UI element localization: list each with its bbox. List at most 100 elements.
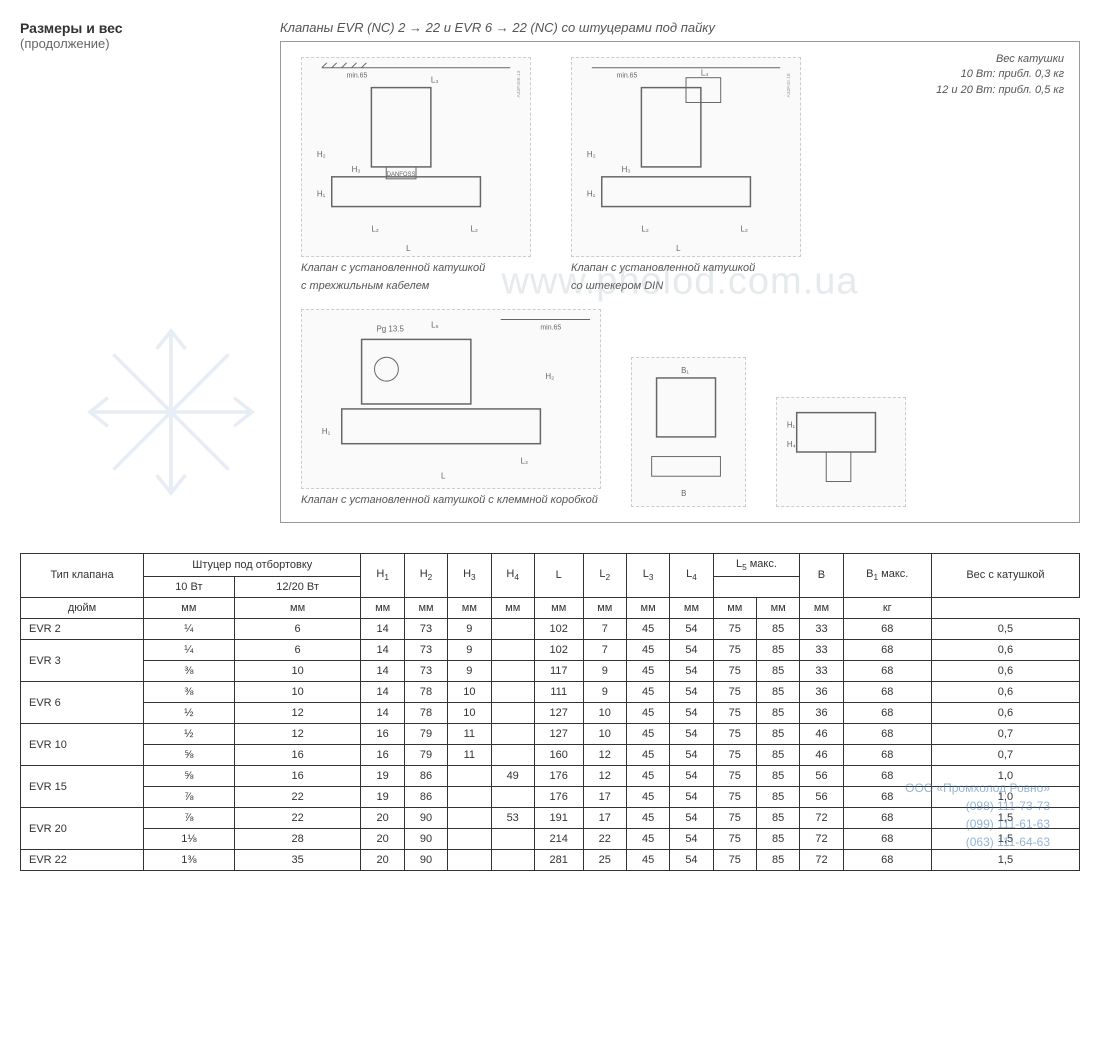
cell: 0,6 (931, 682, 1079, 703)
svg-text:L₂: L₂ (371, 224, 378, 233)
cell: 85 (756, 661, 799, 682)
weight-line1: 10 Вт: прибл. 0,3 кг (936, 67, 1064, 82)
cell: 14 (361, 619, 404, 640)
cell: 68 (843, 640, 931, 661)
cell: ⅝ (144, 766, 235, 787)
diagram-2-caption-1: Клапан с установленной катушкой (571, 261, 755, 275)
cell-type: EVR 15 (21, 766, 144, 808)
cell: ⅞ (144, 808, 235, 829)
svg-text:H₃: H₃ (352, 165, 361, 174)
cell: 0,7 (931, 745, 1079, 766)
th-l3: L3 (626, 553, 669, 597)
cell: 10 (583, 703, 626, 724)
svg-text:H₂: H₂ (545, 372, 554, 381)
cell: 85 (756, 682, 799, 703)
cell (491, 661, 534, 682)
cell: 68 (843, 829, 931, 850)
cell: 75 (713, 829, 756, 850)
section-title: Клапаны EVR (NC) 2 → 22 и EVR 6 → 22 (NC… (280, 20, 1080, 35)
cell: 111 (534, 682, 583, 703)
cell: 53 (491, 808, 534, 829)
table-row: ⅜101473911794554758533680,6 (21, 661, 1080, 682)
cell: 127 (534, 724, 583, 745)
cell: 0,6 (931, 640, 1079, 661)
cell: 75 (713, 850, 756, 871)
cell: 11 (448, 724, 491, 745)
diagram-1-caption-2: с трехжильным кабелем (301, 279, 429, 293)
cell: 49 (491, 766, 534, 787)
th-unit-mm-5: мм (448, 598, 491, 619)
th-unit-mm-7: мм (534, 598, 583, 619)
cell: 33 (800, 640, 843, 661)
svg-text:H₂: H₂ (317, 150, 326, 159)
th-b: B (800, 553, 843, 597)
th-l2: L2 (583, 553, 626, 597)
svg-text:Pg 13.5: Pg 13.5 (377, 324, 405, 333)
cell: 10 (583, 724, 626, 745)
cell: 14 (361, 703, 404, 724)
cell: 45 (626, 703, 669, 724)
cell: 1,5 (931, 850, 1079, 871)
th-unit-mm-11: мм (713, 598, 756, 619)
cell: 102 (534, 619, 583, 640)
cell: 19 (361, 787, 404, 808)
cell: 281 (534, 850, 583, 871)
cell: 54 (670, 619, 713, 640)
diagrams-row-2: Pg 13.5 L₅ H₁ H₂ L₂ L min.65 Клапан с ус… (301, 309, 1059, 507)
table-body: EVR 2¼61473910274554758533680,5EVR 3¼614… (21, 619, 1080, 871)
cell: ⅜ (144, 661, 235, 682)
table-row: 1⅛282090214224554758572681,5 (21, 829, 1080, 850)
cell: 68 (843, 787, 931, 808)
cell: 1,5 (931, 829, 1079, 850)
cell: 85 (756, 787, 799, 808)
table-header: Тип клапана Штуцер под отбортовку H1 H2 … (21, 553, 1080, 618)
svg-text:L₂: L₂ (641, 224, 648, 233)
cell: 68 (843, 766, 931, 787)
cell: 72 (800, 850, 843, 871)
cell (491, 640, 534, 661)
cell: 75 (713, 619, 756, 640)
diagram-3-caption: Клапан с установленной катушкой с клеммн… (301, 493, 598, 507)
cell: 68 (843, 808, 931, 829)
cell: 54 (670, 829, 713, 850)
cell: 85 (756, 619, 799, 640)
cell: 45 (626, 619, 669, 640)
cell: 45 (626, 661, 669, 682)
cell: 6 (234, 619, 361, 640)
cell (448, 829, 491, 850)
cell: 33 (800, 661, 843, 682)
diagram-container: Вес катушки 10 Вт: прибл. 0,3 кг 12 и 20… (280, 41, 1080, 523)
cell: 54 (670, 745, 713, 766)
th-l: L (534, 553, 583, 597)
cell: 68 (843, 850, 931, 871)
th-unit-inch: дюйм (21, 598, 144, 619)
diagram-2-caption-2: со штекером DIN (571, 279, 663, 293)
cell: 45 (626, 829, 669, 850)
cell: 127 (534, 703, 583, 724)
svg-text:L₂: L₂ (521, 456, 529, 465)
cell: 7 (583, 640, 626, 661)
th-unit-mm-3: мм (361, 598, 404, 619)
svg-text:H₁: H₁ (317, 190, 326, 199)
svg-text:A32F40.18: A32F40.18 (786, 73, 792, 97)
cell: 1⅜ (144, 850, 235, 871)
table-row: EVR 2¼61473910274554758533680,5 (21, 619, 1080, 640)
cell (491, 829, 534, 850)
cell: 85 (756, 829, 799, 850)
cell: 46 (800, 724, 843, 745)
cell: 45 (626, 640, 669, 661)
cell: 86 (404, 766, 447, 787)
top-section: Размеры и вес (продолжение) Клапаны EVR … (20, 20, 1080, 523)
cell: 45 (626, 745, 669, 766)
cell-type: EVR 10 (21, 724, 144, 766)
cell: 19 (361, 766, 404, 787)
cell: 10 (448, 682, 491, 703)
cell: 28 (234, 829, 361, 850)
cell: 9 (583, 682, 626, 703)
cell: 16 (361, 745, 404, 766)
cell: 72 (800, 829, 843, 850)
svg-text:L₂: L₂ (741, 224, 748, 233)
cell: 75 (713, 745, 756, 766)
svg-text:L₂: L₂ (471, 224, 478, 233)
cell: 45 (626, 682, 669, 703)
